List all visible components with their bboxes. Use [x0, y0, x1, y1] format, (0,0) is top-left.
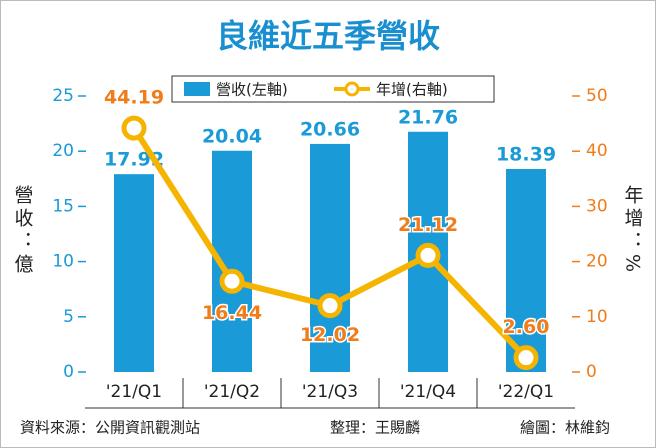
line-value-label: 12.02	[300, 324, 360, 346]
editor-note: 整理：王賜麟	[330, 419, 420, 437]
y-tick-label: 20	[52, 141, 74, 161]
legend-label: 營收(左軸)	[216, 81, 288, 99]
y-tick-label: 5	[63, 307, 74, 327]
x-tick-label: '21/Q4	[400, 382, 456, 402]
bar-value-label: 20.66	[300, 118, 360, 140]
y-tick-label: 15	[52, 196, 74, 216]
line-value-label: 44.19	[104, 87, 164, 109]
legend-marker	[344, 81, 360, 97]
line-marker	[513, 345, 539, 371]
bar	[506, 168, 546, 372]
line-value-label: 16.44	[202, 302, 262, 324]
x-tick-label: '21/Q2	[204, 382, 260, 402]
x-tick-label: '22/Q1	[498, 382, 554, 402]
y-tick-label: 25	[52, 86, 74, 106]
line-marker	[219, 268, 245, 294]
bar	[310, 143, 350, 372]
y2-tick-label: 30	[586, 196, 608, 216]
legend-box	[171, 75, 495, 103]
line-value-label: 2.60	[503, 316, 550, 338]
y-tick-label: 0	[63, 362, 74, 382]
bar-value-label: 18.39	[496, 143, 556, 165]
y-axis-label: 營收：億	[12, 185, 34, 277]
chart-title: 良維近五季營收	[216, 17, 440, 55]
source-note: 資料來源：公開資訊觀測站	[20, 419, 200, 437]
y2-tick-label: 10	[586, 307, 608, 327]
bar-value-label: 21.76	[398, 106, 458, 128]
bar	[114, 174, 154, 372]
y2-axis-label: 年增：%	[622, 185, 644, 276]
line-marker	[121, 115, 147, 141]
y2-tick-label: 40	[586, 141, 608, 161]
bar-value-label: 20.04	[202, 125, 262, 147]
illustrator-note: 繪圖：林維鈞	[520, 419, 610, 437]
x-tick-label: '21/Q3	[302, 382, 358, 402]
line-value-label: 21.12	[398, 214, 458, 236]
y2-tick-label: 0	[586, 362, 597, 382]
y2-tick-label: 50	[586, 86, 608, 106]
x-tick-label: '21/Q1	[106, 382, 162, 402]
legend-swatch	[184, 82, 210, 96]
y2-tick-label: 20	[586, 252, 608, 272]
y-tick-label: 10	[52, 252, 74, 272]
line-marker	[317, 293, 343, 319]
line-marker	[415, 242, 441, 268]
legend-label: 年增(右軸)	[376, 81, 448, 99]
